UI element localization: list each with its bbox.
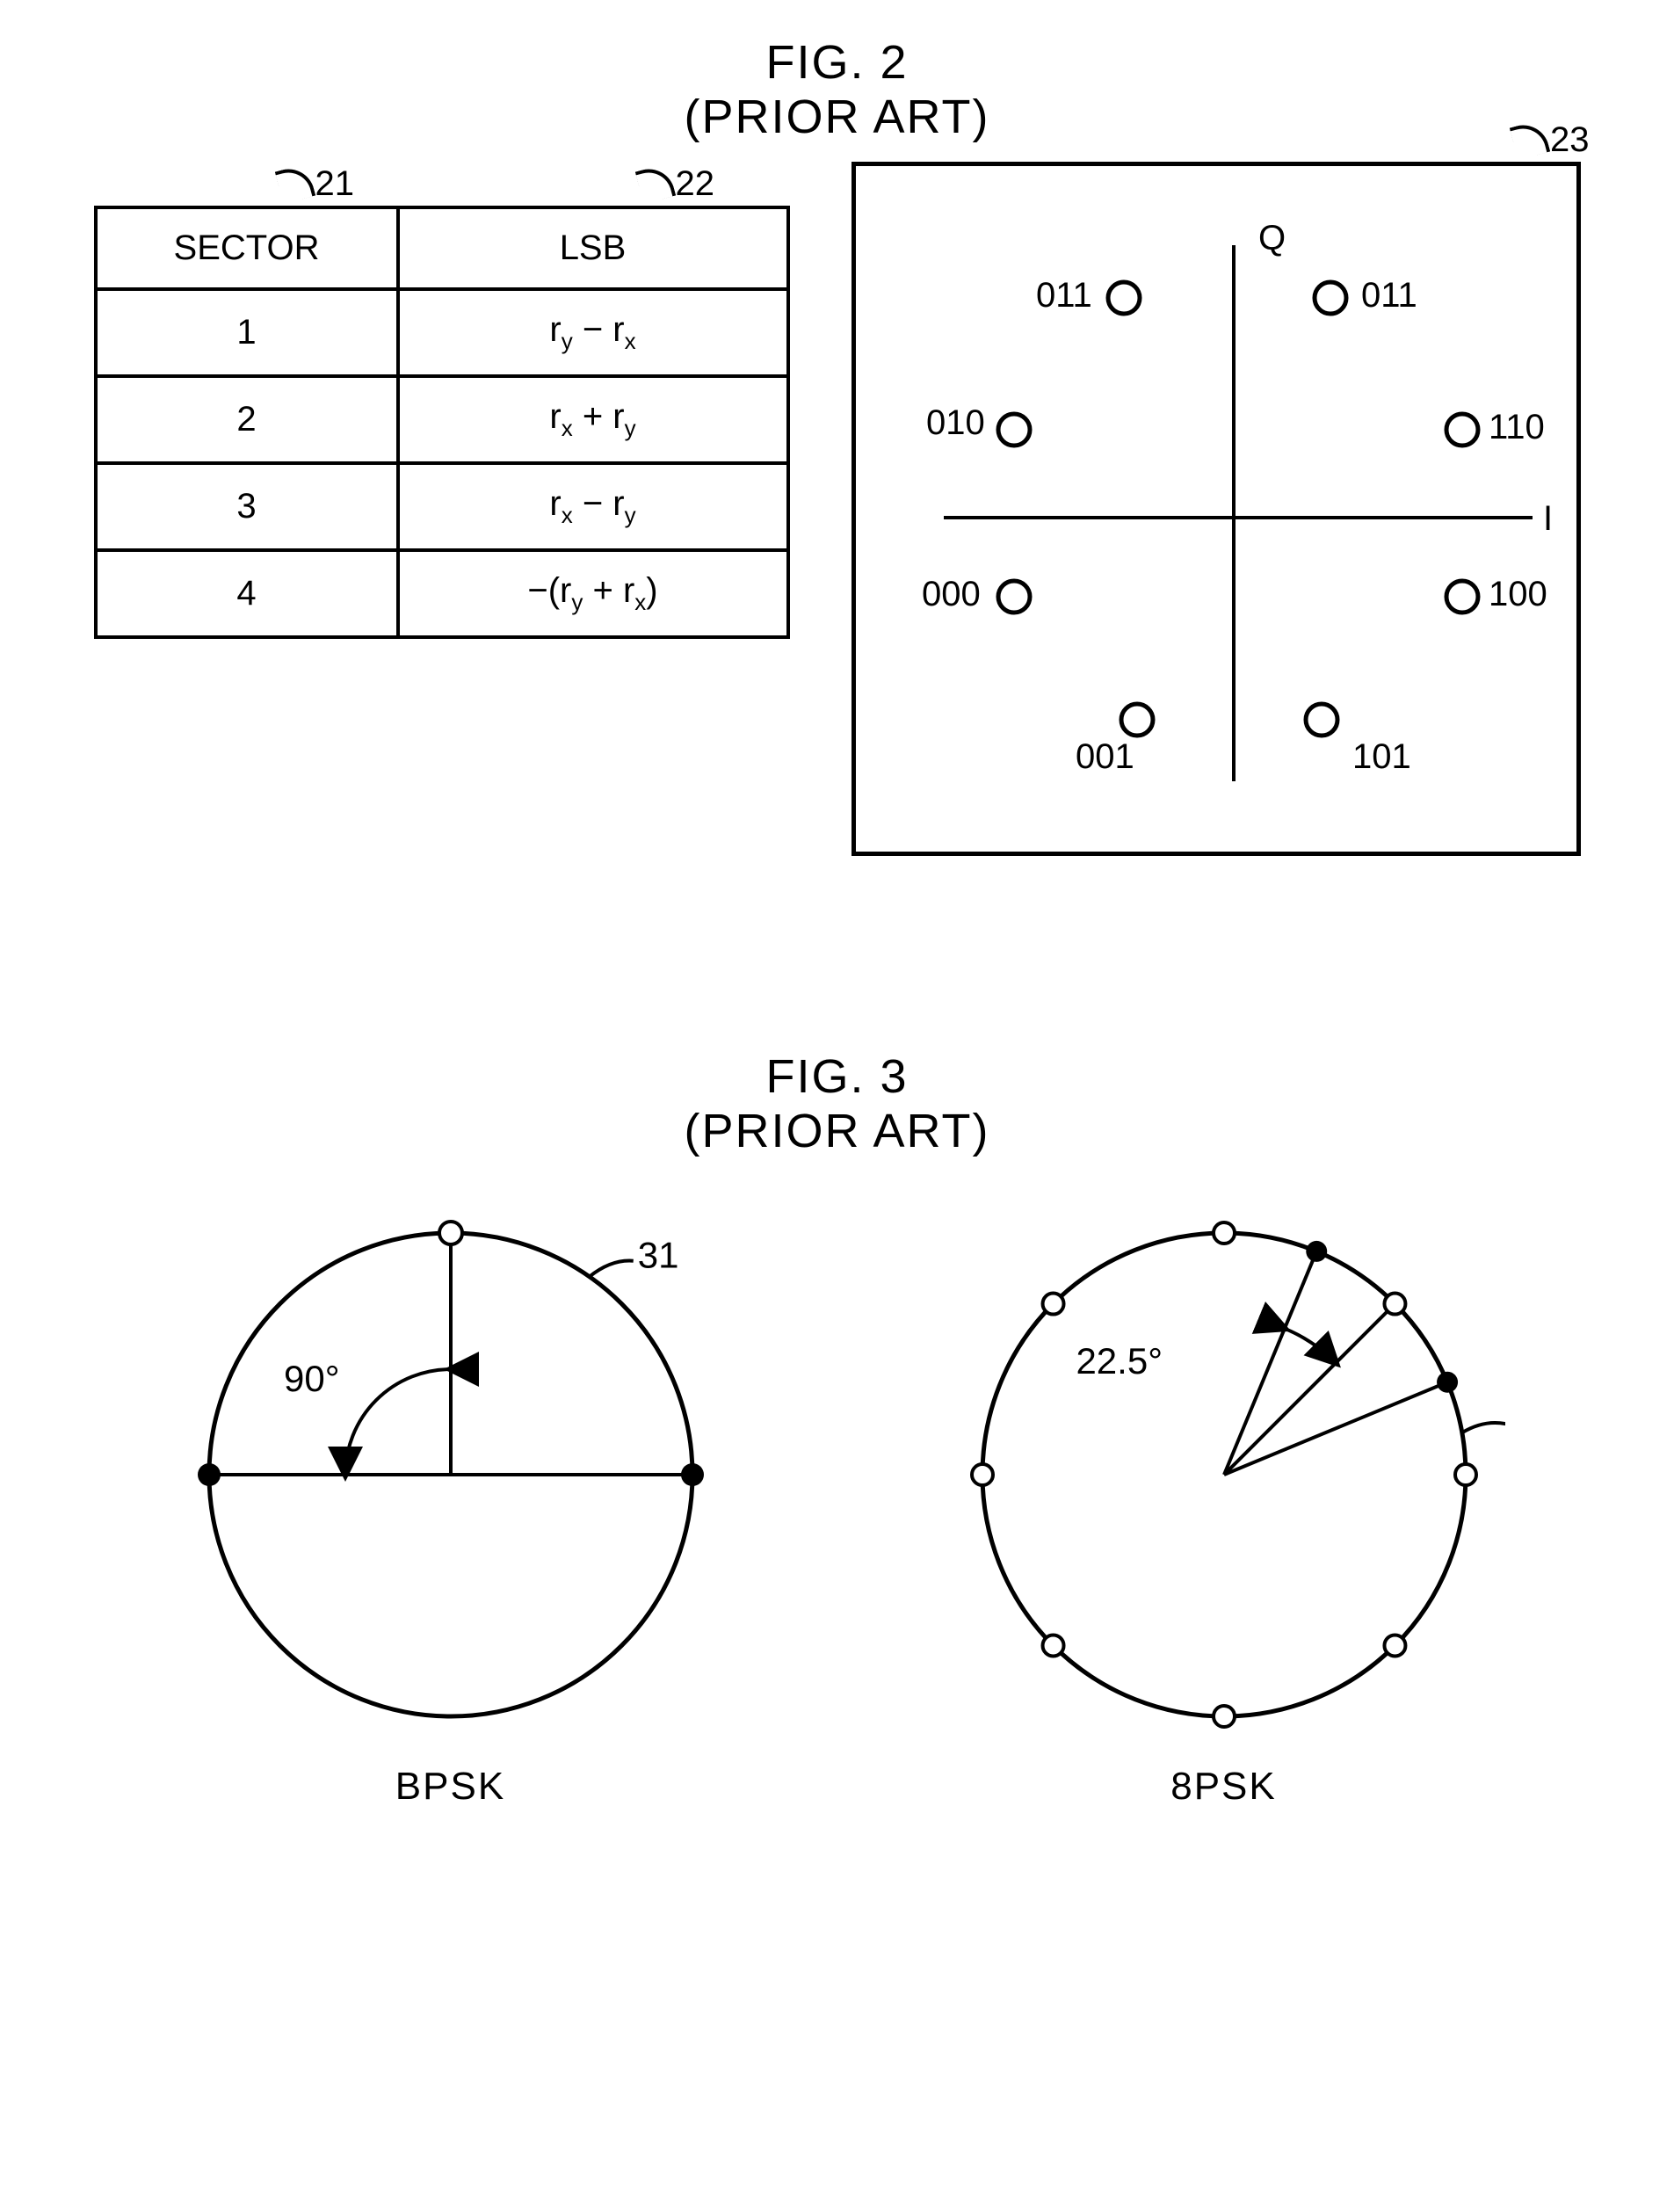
bpsk-column: 90° 31 BPSK [170, 1211, 732, 1809]
8psk-column: 22.5°32 8PSK [943, 1211, 1505, 1809]
table-row: 3rx − ry [96, 463, 788, 550]
svg-text:000: 000 [922, 575, 981, 613]
header-lsb: LSB [398, 207, 788, 289]
bpsk-label: BPSK [395, 1765, 505, 1809]
fig3-title: FIG. 3 (PRIOR ART) [35, 1049, 1639, 1158]
bpsk-svg: 90° 31 [170, 1211, 732, 1747]
table-row: 4−(ry + rx) [96, 550, 788, 637]
svg-text:011: 011 [1361, 276, 1417, 315]
hook-icon [274, 163, 315, 205]
sector-cell: 4 [96, 550, 398, 637]
svg-text:101: 101 [1352, 737, 1411, 776]
fig3-content: 90° 31 BPSK 22.5°32 8PSK [35, 1211, 1639, 1809]
fig3-title-line1: FIG. 3 [765, 1050, 908, 1103]
header-sector: SECTOR [96, 207, 398, 289]
sector-cell: 1 [96, 289, 398, 376]
svg-text:I: I [1543, 499, 1553, 538]
table-header-row: SECTOR LSB [96, 207, 788, 289]
fig2-content: 21 22 SECTOR LSB 1ry − rx2rx + ry3rx − r… [35, 162, 1639, 856]
constellation-wrap: 23 QI011011010110000100001101 [851, 162, 1581, 856]
svg-text:90°: 90° [284, 1358, 340, 1399]
svg-text:110: 110 [1489, 408, 1545, 446]
hook-icon [634, 163, 676, 205]
ref-23: 23 [1513, 118, 1590, 160]
svg-text:31: 31 [637, 1235, 678, 1276]
sector-lsb-table: SECTOR LSB 1ry − rx2rx + ry3rx − ry4−(ry… [94, 206, 790, 639]
fig2-title-line2: (PRIOR ART) [684, 91, 989, 143]
lsb-cell: rx + ry [398, 376, 788, 463]
svg-text:001: 001 [1076, 737, 1134, 776]
table-row: 1ry − rx [96, 289, 788, 376]
constellation-svg: Q I 011 011 010 110 000 100 001 101 [856, 166, 1576, 852]
svg-text:22.5°: 22.5° [1076, 1340, 1163, 1382]
svg-text:Q: Q [1258, 219, 1286, 257]
8psk-label: 8PSK [1170, 1765, 1277, 1809]
ref-21: 21 [279, 162, 355, 204]
lsb-cell: rx − ry [398, 463, 788, 550]
hook-icon [1510, 120, 1551, 161]
constellation-box: Q I 011 011 010 110 000 100 001 101 [851, 162, 1581, 856]
lsb-cell: −(ry + rx) [398, 550, 788, 637]
fig3-title-line2: (PRIOR ART) [684, 1105, 989, 1157]
svg-text:011: 011 [1036, 276, 1092, 315]
sector-cell: 2 [96, 376, 398, 463]
fig2-title-line1: FIG. 2 [765, 36, 908, 89]
fig2-title: FIG. 2 (PRIOR ART) [35, 35, 1639, 144]
table-row: 2rx + ry [96, 376, 788, 463]
fig2-table-wrap: 21 22 SECTOR LSB 1ry − rx2rx + ry3rx − r… [94, 206, 790, 856]
8psk-svg: 22.5°32 [943, 1211, 1505, 1747]
ref-22: 22 [639, 162, 715, 204]
svg-text:010: 010 [926, 403, 985, 442]
sector-cell: 3 [96, 463, 398, 550]
lsb-cell: ry − rx [398, 289, 788, 376]
svg-text:100: 100 [1489, 575, 1547, 613]
